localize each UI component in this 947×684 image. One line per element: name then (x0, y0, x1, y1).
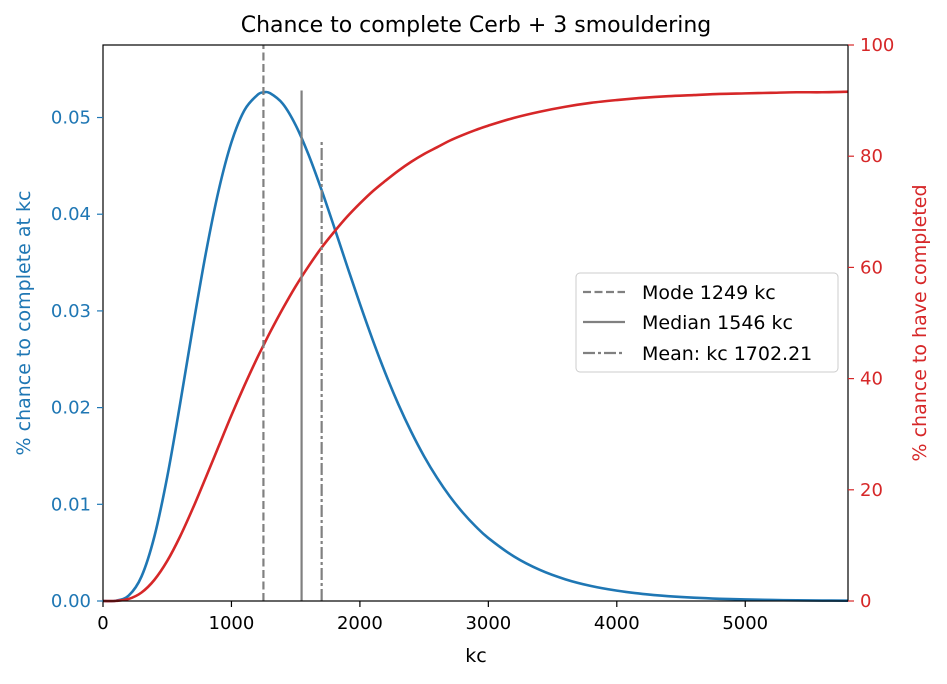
legend: Mode 1249 kc Median 1546 kc Mean: kc 170… (575, 272, 839, 373)
x-tick-label: 1000 (209, 613, 255, 634)
chart-title: Chance to complete Cerb + 3 smouldering (241, 13, 711, 38)
right-tick-label: 80 (860, 146, 883, 167)
right-tick-label: 0 (860, 591, 871, 612)
legend-label-median: Median 1546 kc (642, 312, 793, 334)
x-axis-ticks: 0 1000 2000 3000 4000 5000 (97, 601, 768, 634)
plot-frame (102, 44, 849, 602)
legend-label-mode: Mode 1249 kc (642, 282, 776, 304)
pdf-curve (102, 90, 849, 603)
cdf-curve (102, 90, 849, 603)
x-tick-label: 4000 (594, 613, 640, 634)
curves-group (102, 90, 849, 603)
left-tick-label: 0.04 (51, 204, 91, 225)
marker-lines-group (262, 45, 323, 601)
left-tick-label: 0.00 (51, 591, 91, 612)
x-tick-label: 2000 (337, 613, 383, 634)
right-tick-label: 60 (860, 257, 883, 278)
left-axis-label: % chance to complete at kc (13, 191, 35, 456)
right-axis-ticks: 0 20 40 60 80 100 (848, 35, 894, 612)
right-tick-label: 40 (860, 369, 883, 390)
left-tick-label: 0.01 (51, 494, 91, 515)
left-tick-label: 0.02 (51, 398, 91, 419)
x-tick-label: 5000 (722, 613, 768, 634)
right-tick-label: 100 (860, 35, 894, 56)
right-axis-label: % chance to have completed (909, 184, 931, 461)
left-tick-label: 0.03 (51, 301, 91, 322)
x-tick-label: 3000 (465, 613, 511, 634)
legend-label-mean: Mean: kc 1702.21 (642, 343, 812, 365)
left-axis-ticks: 0.00 0.01 0.02 0.03 0.04 0.05 (51, 108, 103, 612)
x-tick-label: 0 (97, 613, 108, 634)
x-axis-label: kc (465, 645, 486, 667)
right-tick-label: 20 (860, 480, 883, 501)
legend-box (575, 272, 839, 373)
left-tick-label: 0.05 (51, 108, 91, 129)
